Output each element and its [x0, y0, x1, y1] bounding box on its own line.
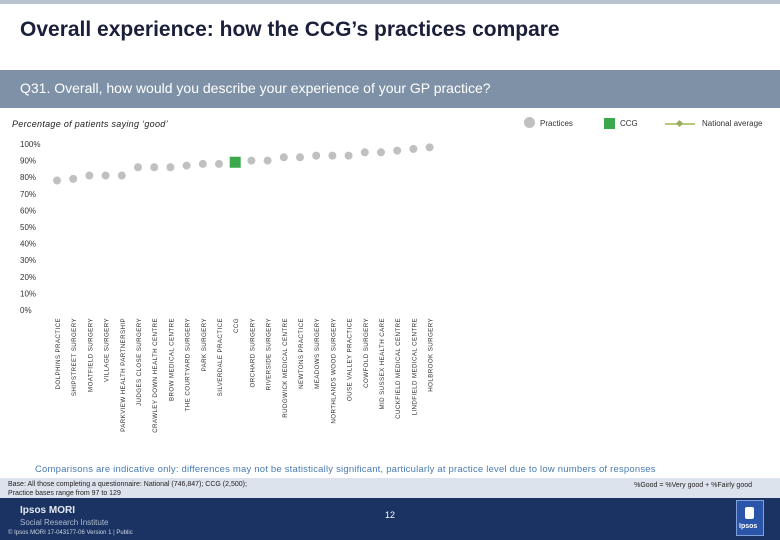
practice-point [182, 161, 191, 170]
copyright: © Ipsos MORI 17-043177-06 Version 1 | Pu… [8, 530, 133, 536]
y-tick-label: 60% [20, 206, 36, 215]
practice-point [101, 171, 110, 180]
legend: Practices CCG National average [520, 116, 780, 132]
category-label: THE COURTYARD SURGERY [185, 318, 192, 411]
practice-point [263, 156, 272, 165]
category-label: PARK SURGERY [201, 318, 208, 371]
ipsos-logo: Ipsos [736, 500, 764, 536]
category-label: CRAWLEY DOWN HEALTH CENTRE [152, 318, 159, 433]
legend-national-label: National average [702, 119, 763, 128]
y-tick-label: 10% [20, 289, 36, 298]
practice-point [360, 148, 369, 157]
top-stripe [0, 0, 780, 4]
base-note-line1: Base: All those completing a questionnai… [8, 481, 247, 488]
category-label: MEADOWS SURGERY [314, 318, 321, 389]
practice-scatter-chart: 0% 10% 20% 30% 40% 50% 60% 70% 80% 90% 100% DOLPHIN… [20, 140, 435, 433]
category-label: SILVERDALE PRACTICE [217, 318, 224, 396]
practice-point [198, 159, 207, 168]
category-label: CUCKFIELD MEDICAL CENTRE [395, 318, 402, 419]
category-label: VILLAGE SURGERY [104, 318, 111, 382]
category-label: ORCHARD SURGERY [249, 318, 256, 388]
practice-point [166, 163, 175, 172]
chart-subtitle: Percentage of patients saying ‘good’ [12, 119, 168, 129]
category-label: BROW MEDICAL CENTRE [168, 318, 175, 401]
y-tick-label: 0% [20, 306, 32, 315]
practice-point [377, 148, 385, 157]
footer: Base: All those completing a questionnai… [0, 478, 780, 540]
practice-point [296, 153, 304, 162]
logo-text: Ipsos [739, 523, 758, 530]
y-tick-label: 50% [20, 223, 36, 232]
y-tick-label: 70% [20, 190, 36, 199]
y-tick-label: 20% [20, 273, 36, 282]
practice-point [247, 156, 256, 165]
practice-point [134, 163, 142, 172]
legend-national-marker [675, 119, 684, 128]
legend-practices-label: Practices [540, 119, 573, 128]
y-tick-label: 90% [20, 157, 36, 166]
practice-point [279, 153, 288, 162]
comparison-note: Comparisons are indicative only: differe… [35, 464, 656, 475]
category-label: LINDFIELD MEDICAL CENTRE [411, 318, 418, 415]
practice-point [117, 171, 126, 180]
practice-point [150, 163, 159, 172]
title-bar: Overall experience: how the CCG’s practi… [0, 0, 780, 62]
y-tick-label: 80% [20, 173, 36, 182]
legend-ccg-label: CCG [620, 119, 638, 128]
legend-ccg-marker [604, 118, 615, 129]
base-note-line2: Practice bases range from 97 to 129 [8, 490, 121, 497]
practice-point [425, 143, 434, 152]
category-label: NORTHLANDS WOOD SURGERY [330, 318, 337, 424]
good-definition: %Good = %Very good + %Fairly good [634, 482, 752, 489]
category-label: JUDGES CLOSE SURGERY [136, 318, 143, 406]
footer-base-band: Base: All those completing a questionnai… [0, 478, 780, 498]
practice-point [312, 151, 321, 160]
category-label: MID SUSSEX HEALTH CARE [379, 318, 386, 410]
institute-name: Social Research Institute [20, 518, 109, 527]
practice-point [53, 176, 61, 185]
category-label: NEWTONS PRACTICE [298, 318, 305, 389]
practice-point [69, 174, 78, 183]
category-label: MOATFIELD SURGERY [87, 318, 94, 392]
category-label: PARKVIEW HEALTH PARTNERSHIP [120, 318, 127, 432]
practice-point [344, 151, 353, 160]
category-label: CCG [233, 318, 240, 333]
page-number: 12 [385, 510, 396, 520]
practice-point [85, 171, 94, 180]
practice-point [409, 144, 418, 153]
category-label: DOLPHINS PRACTICE [55, 318, 62, 389]
y-tick-label: 100% [20, 140, 40, 149]
practice-point [328, 151, 337, 160]
question-text: Q31. Overall, how would you describe you… [20, 80, 491, 96]
logo-mark [745, 507, 754, 519]
base-note: Base: All those completing a questionnai… [8, 480, 247, 498]
category-label: OUSE VALLEY PRACTICE [347, 318, 354, 401]
category-label: RIVERSIDE SURGERY [266, 318, 273, 390]
ccg-point [229, 156, 241, 168]
page-title: Overall experience: how the CCG’s practi… [20, 18, 560, 41]
brand-name: Ipsos MORI [20, 505, 76, 516]
practice-point [393, 146, 402, 155]
category-label: SHIPSTREET SURGERY [71, 318, 78, 396]
y-tick-label: 30% [20, 256, 36, 265]
legend-practices-marker [524, 117, 535, 128]
y-tick-label: 40% [20, 240, 36, 249]
practice-point [215, 159, 223, 168]
category-label: COWFOLD SURGERY [363, 318, 370, 388]
question-band: Q31. Overall, how would you describe you… [0, 70, 780, 108]
category-label: RUDGWICK MEDICAL CENTRE [282, 318, 289, 418]
category-label: HOLBROOK SURGERY [428, 318, 435, 392]
